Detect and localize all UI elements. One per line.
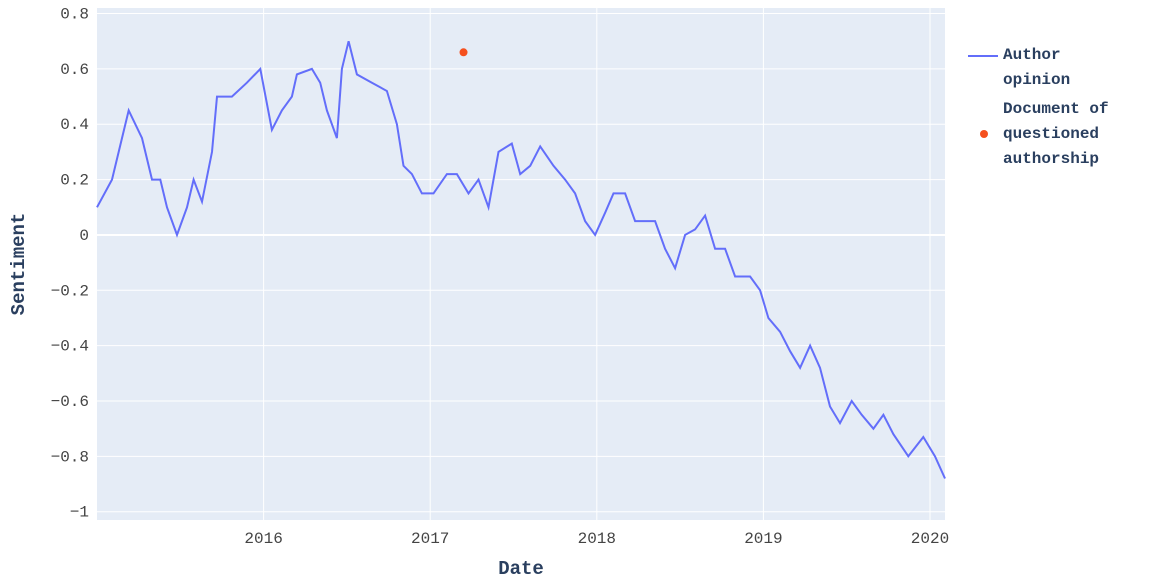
x-tick-label: 2018	[578, 530, 616, 548]
x-tick-label: 2016	[244, 530, 282, 548]
y-tick-label: 0.4	[60, 116, 89, 134]
x-tick-label: 2017	[411, 530, 449, 548]
x-tick-label: 2020	[911, 530, 949, 548]
y-tick-label: −0.8	[51, 448, 89, 466]
line	[96, 40, 946, 479]
legend-swatch	[980, 130, 988, 138]
y-tick-label: 0.8	[60, 6, 89, 24]
plot-area	[97, 8, 945, 520]
y-tick-label: 0.6	[60, 61, 89, 79]
point	[459, 48, 468, 57]
y-tick-label: −0.4	[51, 338, 89, 356]
legend-label: Author opinion	[1003, 46, 1071, 89]
y-tick-label: −0.6	[51, 393, 89, 411]
x-tick-label: 2019	[744, 530, 782, 548]
y-axis-title: Sentiment	[8, 213, 30, 316]
y-tick-label: 0.2	[60, 172, 89, 190]
y-tick-label: 0	[79, 227, 89, 245]
y-tick-label: −0.2	[51, 282, 89, 300]
x-axis-title: Date	[498, 558, 544, 580]
legend-label: Document of questioned authorship	[1003, 100, 1109, 168]
y-tick-label: −1	[70, 504, 89, 522]
